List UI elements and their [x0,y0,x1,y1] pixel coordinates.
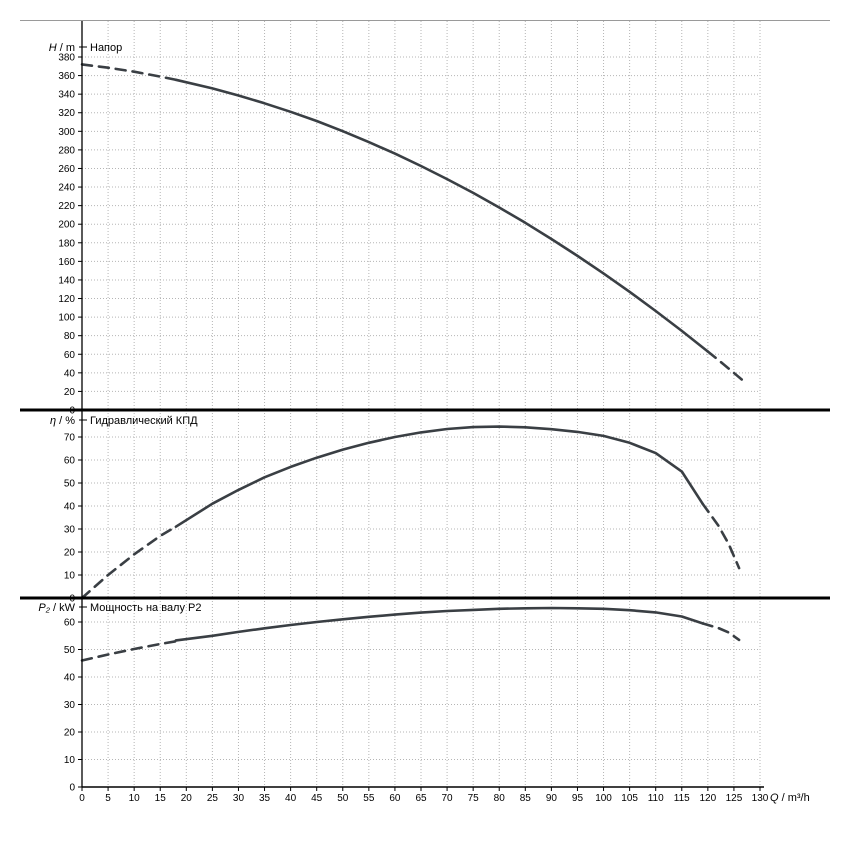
x-tick-label: 115 [674,793,690,804]
x-tick-label: 15 [155,793,167,804]
x-tick-label: 50 [337,793,349,804]
power-y-axis: 0 10 20 30 40 50 60 [64,618,82,794]
x-tick-label: 40 [285,793,297,804]
y-tick-label: 20 [64,387,76,398]
y-tick-label: 20 [64,728,76,739]
head-curve [174,78,710,353]
y-tick-label: 280 [58,145,75,156]
x-tick-label: 45 [311,793,323,804]
efficiency-extrapolated-left [80,525,178,600]
y-tick-label: 360 [58,71,75,82]
power-title: Мощность на валу P2 [90,602,202,614]
y-tick-label: 10 [64,571,76,582]
x-tick-label: 20 [181,793,193,804]
efficiency-horizontal-grid [82,436,760,576]
y-tick-label: 300 [58,127,75,138]
axis-unit-label: η / % [50,415,75,427]
power-curves [80,606,741,662]
head-vertical-grid [107,21,761,409]
x-tick-label: 75 [468,793,480,804]
x-tick-label: 30 [233,793,245,804]
x-tick-label: 10 [129,793,141,804]
efficiency-vertical-grid [107,413,761,597]
y-tick-label: 80 [64,331,76,342]
x-tick-label: 95 [572,793,584,804]
x-tick-label: 85 [520,793,532,804]
y-tick-label: 260 [58,164,75,175]
y-tick-label: 320 [58,108,75,119]
y-tick-label: 200 [58,220,75,231]
power-extrapolated-left [80,640,178,662]
power-extrapolated-right [701,622,741,642]
head-horizontal-grid [82,56,760,392]
efficiency-title: Гидравлический КПД [90,415,198,427]
x-tick-label: 55 [363,793,375,804]
y-tick-label: 60 [64,618,76,629]
y-tick-label: 20 [64,548,76,559]
x-tick-label: 0 [79,793,85,804]
y-tick-label: 160 [58,257,75,268]
y-tick-label: 40 [64,673,76,684]
x-tick-label: 25 [207,793,219,804]
power-horizontal-grid [82,621,760,760]
x-axis: 0 5 10 15 20 25 30 35 40 45 50 55 60 65 70 75 80 85 90 95 10… [79,786,810,804]
y-tick-label: 220 [58,201,75,212]
head-panel: 0204060801001201401601802002202402602803… [49,21,761,417]
axis-unit-label: H / m [49,42,75,54]
y-tick-label: 50 [64,479,76,490]
head-title: Напор [90,42,122,54]
x-tick-label: 70 [442,793,454,804]
y-tick-label: 240 [58,183,75,194]
x-tick-label: 60 [389,793,401,804]
x-tick-label: 105 [621,793,638,804]
power-curve [174,606,704,642]
y-tick-label: 40 [64,502,76,513]
y-tick-label: 60 [64,350,76,361]
y-tick-label: 40 [64,368,76,379]
head-y-axis: 0204060801001201401601802002202402602803… [58,53,82,417]
x-tick-label: 65 [415,793,427,804]
x-tick-label: 125 [726,793,743,804]
y-tick-label: 140 [58,275,75,286]
x-tick-label: 100 [595,793,612,804]
efficiency-panel: 010203040506070η / %Гидравлический КПД [50,413,761,605]
y-tick-label: 120 [58,294,75,305]
y-tick-label: 60 [64,456,76,467]
y-tick-label: 180 [58,238,75,249]
efficiency-y-axis: 010203040506070 [64,433,82,605]
axis-unit-label: P₂ / kW [38,602,75,614]
efficiency-curve [174,425,704,528]
axis-unit-label: Q / m³/h [770,792,810,804]
x-tick-label: 120 [700,793,717,804]
power-panel: 0 10 20 30 40 50 60 P₂ / kW Мощность на валу P2 [38,601,761,794]
head-extrapolated-right [706,350,746,384]
y-tick-label: 30 [64,700,76,711]
y-tick-label: 10 [64,755,76,766]
y-tick-label: 30 [64,525,76,536]
power-vertical-grid [107,601,761,786]
x-tick-label: 90 [546,793,558,804]
x-tick-label: 130 [752,793,769,804]
y-tick-label: 380 [58,53,75,64]
y-tick-label: 100 [58,313,75,324]
head-curves [80,63,746,384]
x-tick-label: 110 [648,793,664,804]
y-tick-label: 0 [69,783,75,794]
efficiency-extrapolated-right [701,502,741,570]
y-tick-label: 340 [58,90,75,101]
y-tick-label: 50 [64,645,76,656]
y-tick-label: 70 [64,433,76,444]
x-tick-label: 80 [494,793,506,804]
head-extrapolated-left [80,63,178,82]
x-tick-label: 5 [105,793,111,804]
efficiency-curves [80,425,741,600]
x-tick-label: 35 [259,793,271,804]
